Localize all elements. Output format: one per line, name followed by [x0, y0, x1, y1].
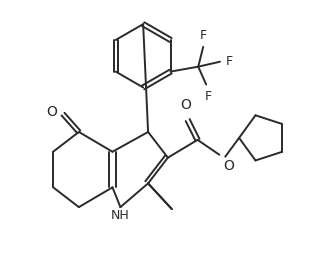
Text: F: F — [205, 90, 212, 103]
Text: O: O — [223, 159, 234, 173]
Text: F: F — [200, 29, 207, 42]
Text: F: F — [226, 55, 233, 68]
Text: O: O — [46, 105, 57, 119]
Text: NH: NH — [111, 209, 130, 222]
Text: O: O — [180, 98, 191, 112]
